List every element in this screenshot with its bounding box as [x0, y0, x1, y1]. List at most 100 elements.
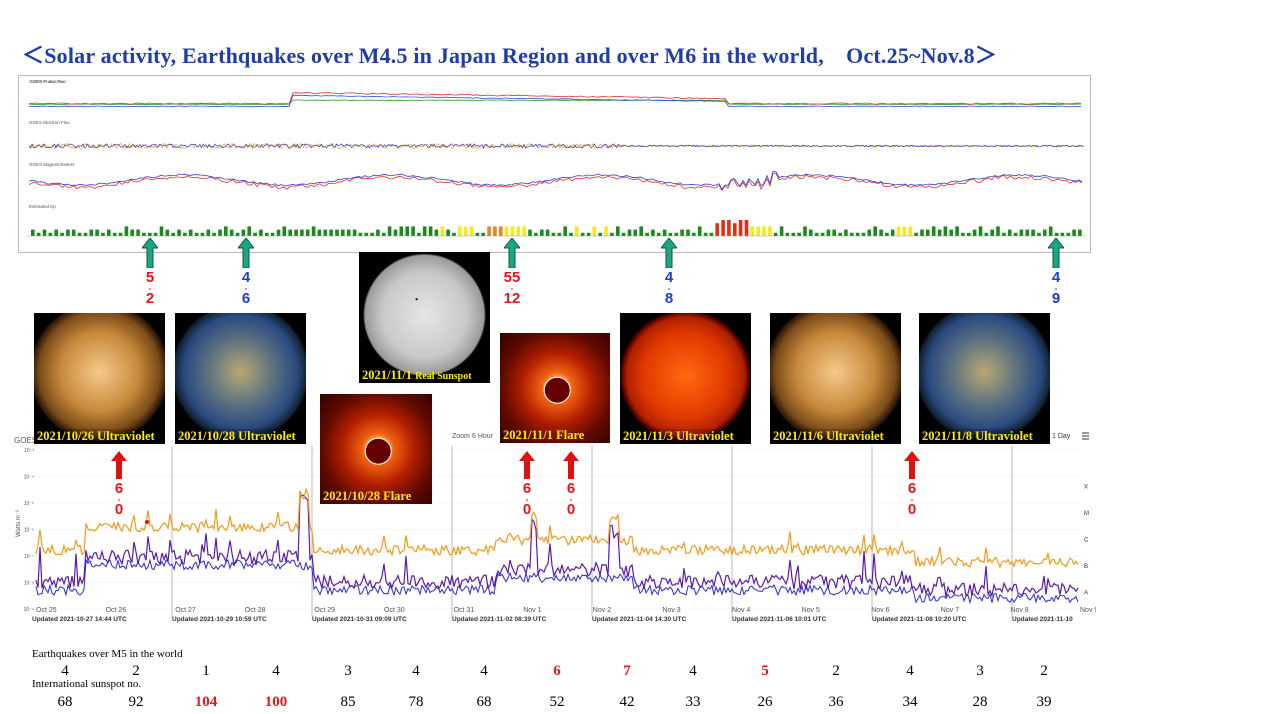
kp-bar [668, 232, 673, 236]
earthquake-count: 5 [761, 663, 769, 679]
kp-bar [633, 229, 638, 236]
x-tick-label: Nov 1 [523, 607, 541, 614]
flare-marker [145, 520, 149, 524]
updated-label: Updated 2021-10-29 10:59 UTC [172, 616, 267, 623]
proton-line-green [28, 99, 1081, 106]
kp-bar [288, 229, 292, 236]
earthquakes-label: Earthquakes over M5 in the world [32, 648, 183, 660]
sun-image-flare-1101: 2021/11/1 Flare [500, 333, 610, 443]
kp-bar [838, 232, 842, 236]
occulter-disk [543, 376, 571, 404]
sunspot-number: 34 [902, 694, 918, 710]
kp-bar [130, 229, 134, 236]
kp-bar [1025, 229, 1030, 236]
kp-bar [873, 226, 877, 236]
kp-bar [270, 232, 275, 236]
kp-bar [709, 232, 714, 236]
kp-bar [937, 229, 942, 236]
quake-marker: 55-12 [499, 270, 525, 307]
quake-count-world: 0 [522, 501, 532, 518]
kp-bar [967, 232, 971, 236]
earthquake-count: 4 [906, 663, 914, 679]
kp-bar [428, 226, 433, 236]
kp-bar [686, 229, 690, 236]
sun-image-uv-1106: 2021/11/6 Ultraviolet [770, 313, 901, 444]
kp-bar [481, 232, 485, 236]
sun-image-caption: 2021/11/6 Ultraviolet [770, 429, 901, 444]
separator: - [510, 284, 514, 293]
sunspot-number: 68 [57, 694, 73, 710]
flare-class-label: X [1084, 485, 1088, 491]
earthquake-count: 4 [689, 663, 697, 679]
kp-bar [1002, 232, 1006, 236]
x-tick-label: Nov 4 [732, 607, 750, 614]
goes-panel-title: GOES Proton Flux [29, 79, 67, 84]
x-tick-label: Oct 30 [384, 607, 405, 614]
kp-bar [1078, 229, 1082, 236]
kp-bar [814, 232, 819, 236]
kp-bar [1048, 226, 1053, 236]
x-tick-label: Oct 31 [454, 607, 475, 614]
kp-bar [370, 232, 374, 236]
red-up-arrow [519, 451, 535, 479]
kp-bar [738, 220, 743, 236]
kp-bar [387, 226, 392, 236]
kp-bar [756, 226, 760, 236]
kp-bar [229, 229, 234, 236]
quake-count-world: 12 [503, 290, 521, 307]
goes-summary-panel: GOES Proton Flux GOES Proton Flux GOES Ele… [18, 75, 1091, 253]
x-tick-label: Oct 25 [36, 607, 57, 614]
kp-bar [885, 232, 889, 236]
kp-bar [282, 226, 287, 236]
quake-marker: 4-8 [656, 270, 682, 307]
kp-bar [224, 226, 228, 236]
kp-bar [434, 229, 439, 236]
kp-bar [463, 226, 468, 236]
x-tick-label: Nov 5 [802, 607, 820, 614]
xray-quake-marker: 6-0 [899, 481, 925, 518]
kp-bar [504, 226, 509, 236]
sunspot-number: 104 [194, 694, 218, 710]
kp-bar [218, 229, 222, 236]
kp-bar [522, 226, 526, 236]
kp-bar [604, 226, 608, 236]
kp-bar [692, 232, 696, 236]
kp-bar [66, 229, 70, 236]
kp-bar [955, 226, 959, 236]
kp-bar [487, 226, 491, 236]
sun-image-caption: 2021/11/3 Ultraviolet [620, 429, 751, 444]
kp-bar [773, 232, 778, 236]
kp-bar [305, 229, 310, 236]
xray-quake-marker: 6-0 [558, 481, 584, 518]
separator: - [525, 495, 529, 504]
sunspot-number: 26 [757, 694, 773, 710]
kp-bar [1072, 229, 1076, 236]
quake-count-jp: 6 [907, 480, 917, 497]
kp-bar [926, 229, 930, 236]
kp-bar [1013, 232, 1018, 236]
kp-bar [136, 229, 140, 236]
kp-bar [510, 226, 515, 236]
kp-bar [768, 226, 772, 236]
kp-bar [352, 229, 357, 236]
kp-bar [826, 229, 831, 236]
updated-label: Updated 2021-11-06 10:01 UTC [732, 616, 827, 623]
kp-bar [493, 226, 497, 236]
kp-bar [183, 232, 187, 236]
kp-bar [645, 232, 649, 236]
kp-bar [750, 226, 755, 236]
kp-bar [920, 229, 924, 236]
kp-bar [265, 232, 269, 236]
zoom-1-day: 1 Day [1052, 433, 1071, 440]
menu-icon [1082, 432, 1089, 440]
kp-bar [721, 220, 725, 236]
kp-bar [417, 232, 421, 236]
kp-bar [112, 232, 117, 236]
kp-bar [1007, 229, 1012, 236]
x-tick-label: Nov 7 [941, 607, 959, 614]
kp-bar [89, 229, 94, 236]
x-tick-label: Oct 29 [314, 607, 335, 614]
kp-bar [475, 232, 480, 236]
quake-count-jp: 6 [114, 480, 124, 497]
sunspot-number: 42 [619, 694, 635, 710]
